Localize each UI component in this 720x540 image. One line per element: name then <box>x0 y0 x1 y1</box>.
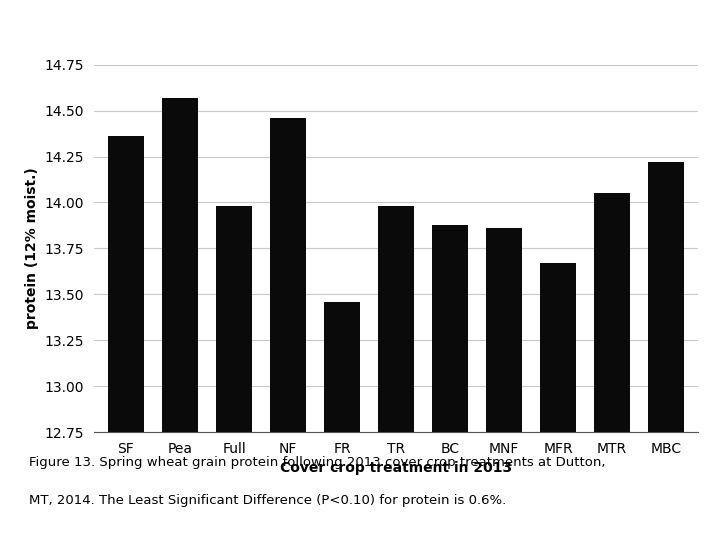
Y-axis label: protein (12% moist.): protein (12% moist.) <box>24 167 39 329</box>
Bar <box>487 228 521 432</box>
Bar <box>379 206 413 432</box>
Bar <box>595 193 629 432</box>
Bar <box>433 225 467 432</box>
Bar <box>163 98 197 432</box>
Bar <box>109 137 143 432</box>
Text: Figure 13. Spring wheat grain protein following 2013 cover crop treatments at Du: Figure 13. Spring wheat grain protein fo… <box>29 456 606 469</box>
Bar <box>325 302 359 432</box>
Bar <box>217 206 251 432</box>
Text: MT, 2014. The Least Significant Difference (P<0.10) for protein is 0.6%.: MT, 2014. The Least Significant Differen… <box>29 494 506 507</box>
Bar <box>541 263 575 432</box>
Bar <box>649 162 683 432</box>
X-axis label: Cover crop treatment in 2013: Cover crop treatment in 2013 <box>280 461 512 475</box>
Bar <box>271 118 305 432</box>
